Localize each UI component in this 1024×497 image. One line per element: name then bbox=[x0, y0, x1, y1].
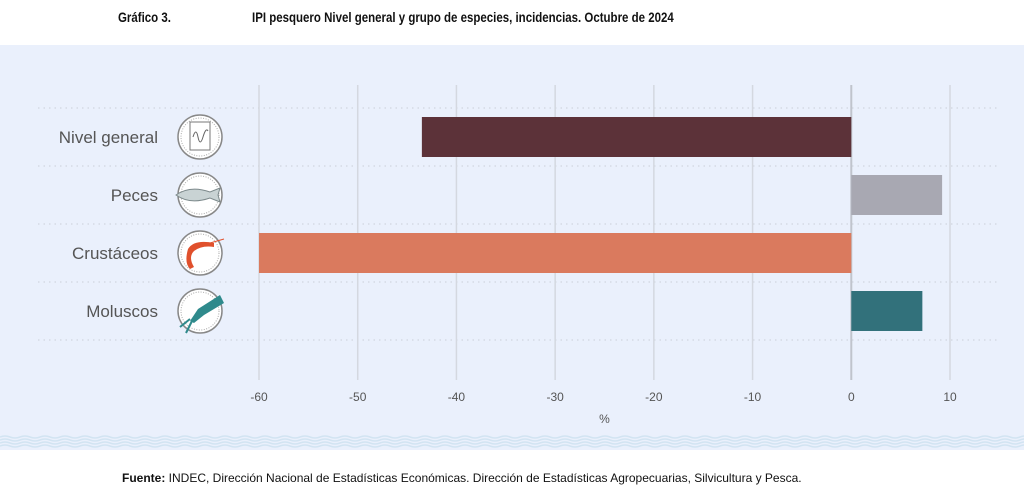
chart-title: IPI pesquero Nivel general y grupo de es… bbox=[252, 9, 674, 25]
wave-decoration bbox=[0, 438, 1024, 442]
wave-decoration bbox=[0, 435, 1024, 439]
category-label: Moluscos bbox=[86, 302, 158, 321]
x-axis-label: % bbox=[599, 412, 610, 426]
bar-chart: -60 -50 -40 -30 -20 -10 0 10% Nivel general Peces… bbox=[0, 85, 1024, 448]
x-tick-label: -10 bbox=[744, 390, 762, 404]
x-tick-label: 10 bbox=[943, 390, 957, 404]
squid-icon bbox=[177, 288, 224, 334]
x-tick-label: -40 bbox=[448, 390, 466, 404]
source-label: Fuente: bbox=[122, 471, 166, 485]
chart-panel: -60 -50 -40 -30 -20 -10 0 10% Nivel general Peces… bbox=[0, 45, 1024, 450]
x-tick-label: -20 bbox=[645, 390, 663, 404]
category-label: Peces bbox=[111, 186, 158, 205]
x-tick-label: -60 bbox=[250, 390, 268, 404]
bar-crust-ceos bbox=[259, 233, 852, 273]
category-label: Crustáceos bbox=[72, 244, 158, 263]
x-tick-label: 0 bbox=[848, 390, 855, 404]
wave-decoration bbox=[0, 444, 1024, 448]
wave-decoration bbox=[0, 441, 1024, 445]
bar-peces bbox=[851, 175, 943, 215]
figure-number: Gráfico 3. bbox=[118, 9, 171, 25]
source-text: INDEC, Dirección Nacional de Estadística… bbox=[165, 471, 802, 485]
bar-nivel-general bbox=[421, 117, 852, 157]
chart-paper-icon bbox=[177, 114, 223, 160]
fish-icon bbox=[175, 172, 223, 218]
x-tick-label: -50 bbox=[349, 390, 367, 404]
source-note: Fuente: INDEC, Dirección Nacional de Est… bbox=[122, 471, 802, 485]
category-label: Nivel general bbox=[59, 128, 158, 147]
x-tick-label: -30 bbox=[546, 390, 564, 404]
shrimp-icon bbox=[177, 230, 225, 276]
bar-moluscos bbox=[851, 291, 923, 331]
